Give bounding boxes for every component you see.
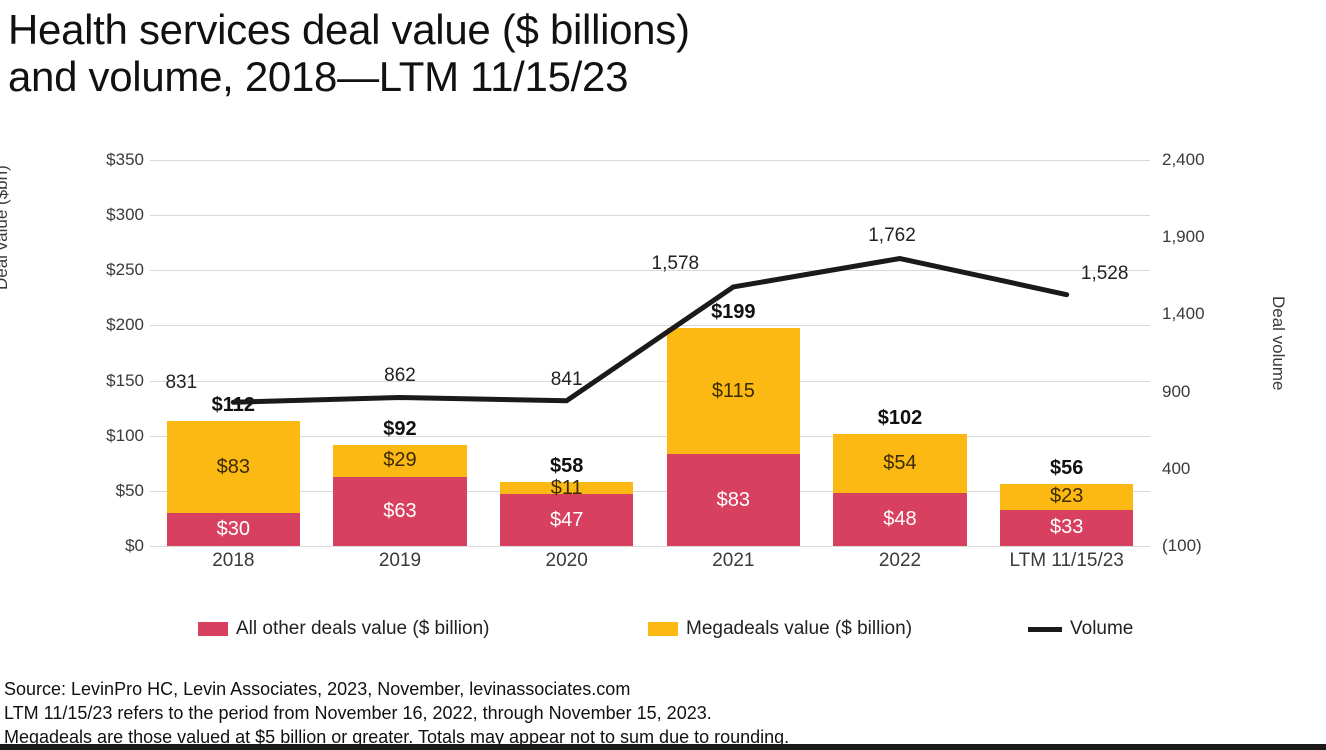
legend-item-label: Megadeals value ($ billion) xyxy=(686,618,913,639)
volume-point-label: 1,528 xyxy=(1080,262,1129,284)
plot-area xyxy=(150,160,1150,547)
bar-segment-all-other-deals[interactable]: $48 xyxy=(833,493,967,546)
x-axis-category-label: 2019 xyxy=(378,550,422,571)
volume-line-svg xyxy=(230,256,1070,405)
bar-segment-megadeals[interactable]: $29 xyxy=(333,444,467,477)
y-axis-right-tick: 1,900 xyxy=(1162,227,1205,247)
x-axis: 2018 2019 2020 2021 2022 LTM 11/15/23 xyxy=(150,550,1150,580)
legend-item[interactable]: Megadeals value ($ billion) xyxy=(648,618,912,640)
y-axis-left-tick: $350 xyxy=(106,150,144,169)
x-axis-category-label: 2018 xyxy=(212,550,255,571)
chart-legend: All other deals value ($ billion) Megadea… xyxy=(150,618,1160,644)
y-axis-right-tick: 1,400 xyxy=(1162,304,1205,324)
y-axis-right-tick: 2,400 xyxy=(1162,150,1205,169)
bar-segment-megadeals[interactable]: $11 xyxy=(500,477,634,499)
gridline xyxy=(150,380,1150,382)
legend-item[interactable]: Volume xyxy=(1028,618,1133,640)
bar-segment-all-other-deals[interactable]: $47 xyxy=(500,494,634,546)
bar-group[interactable]: $30 $83 xyxy=(166,421,300,546)
gridline xyxy=(150,270,1150,272)
bar-total-label: $58 xyxy=(549,455,584,478)
legend-item-label: All other deals value ($ billion) xyxy=(236,618,490,639)
bar-total-label: $56 xyxy=(1049,457,1084,480)
gridline xyxy=(150,325,1150,327)
bar-group[interactable]: $63 $29 xyxy=(333,444,467,546)
volume-line xyxy=(230,256,1070,405)
volume-point-label: 841 xyxy=(550,368,583,390)
volume-point-label: 831 xyxy=(165,372,198,394)
y-axis-right-tick: 400 xyxy=(1162,458,1191,478)
volume-point-label: 862 xyxy=(384,365,416,387)
x-axis-category-label: LTM 11/15/23 xyxy=(1009,550,1124,571)
bar-group[interactable]: $48 $54 xyxy=(833,433,967,546)
y-axis-left-tick: $200 xyxy=(106,315,144,335)
bar-total-label: $102 xyxy=(877,406,923,429)
volume-point-label: 1,762 xyxy=(868,224,916,246)
gridline xyxy=(150,490,1150,492)
footnotes: Source: LevinPro HC, Levin Associates, 2… xyxy=(4,678,1324,749)
bar-group[interactable]: $83 $115 xyxy=(666,327,800,546)
bar-group[interactable]: $33 $23 xyxy=(1000,484,1134,546)
bar-total-label: $92 xyxy=(383,417,417,440)
y-axis-right-tick: (100) xyxy=(1162,536,1202,555)
bar-segment-megadeals[interactable]: $23 xyxy=(1000,484,1134,510)
bar-group[interactable]: $47 $11 xyxy=(500,477,634,546)
gridline xyxy=(150,215,1150,217)
y-axis-left-tick: $0 xyxy=(125,536,144,555)
legend-swatch-icon xyxy=(198,622,228,636)
x-axis-category-label: 2020 xyxy=(545,550,588,571)
bar-total-label: $199 xyxy=(711,300,756,323)
y-axis-right-title: Deal volume xyxy=(1269,296,1288,391)
y-axis-left-tick: $250 xyxy=(106,260,144,280)
y-axis-left-tick: $150 xyxy=(106,370,144,390)
page-title: Health services deal value ($ billions) … xyxy=(8,6,690,101)
volume-line-layer: 831 862 841 1,578 1,762 1,528 xyxy=(150,160,1150,546)
volume-point-label: 1,578 xyxy=(651,252,700,274)
y-axis-right-tick: 900 xyxy=(1162,381,1191,401)
legend-item-label: Volume xyxy=(1070,618,1134,639)
y-axis-left-tick: $300 xyxy=(106,205,144,225)
bar-segment-megadeals[interactable]: $115 xyxy=(666,327,800,455)
gridline xyxy=(150,160,1150,161)
legend-swatch-icon xyxy=(648,622,678,636)
legend-item[interactable]: All other deals value ($ billion) xyxy=(198,618,489,640)
legend-line-marker-icon xyxy=(1028,626,1062,632)
bar-segment-megadeals[interactable]: $83 xyxy=(166,421,300,513)
bar-segment-all-other-deals[interactable]: $83 xyxy=(666,454,800,546)
bottom-strip xyxy=(0,744,1326,750)
bar-segment-all-other-deals[interactable]: $30 xyxy=(166,512,300,546)
y-axis-left-tick: $50 xyxy=(115,480,144,500)
footnote-ltm: LTM 11/15/23 refers to the period from N… xyxy=(4,702,712,723)
footnote-megadeals: Megadeals are those valued at $5 billion… xyxy=(4,726,790,747)
y-axis-left: $0 $50 $100 $150 $200 $250 $300 $350 xyxy=(60,150,144,555)
bar-segment-all-other-deals[interactable]: $63 xyxy=(333,476,467,546)
bar-series-layer: $30 $83 $112 $63 $29 $92 $47 $11 $58 $83 $115 $199 $… xyxy=(150,160,1150,546)
footnote-source: Source: LevinPro HC, Levin Associates, 2… xyxy=(4,679,631,699)
y-axis-left-title: Deal value ($bn) xyxy=(0,165,11,290)
x-axis-category-label: 2022 xyxy=(878,550,922,571)
gridline xyxy=(150,546,1150,547)
bar-segment-megadeals[interactable]: $54 xyxy=(833,433,967,494)
y-axis-left-tick: $100 xyxy=(106,425,144,445)
gridline xyxy=(150,435,1150,437)
y-axis-right: (100) 400 900 1,400 1,900 2,400 xyxy=(1162,150,1252,555)
x-axis-category-label: 2021 xyxy=(712,550,755,571)
bar-segment-all-other-deals[interactable]: $33 xyxy=(1000,509,1134,546)
